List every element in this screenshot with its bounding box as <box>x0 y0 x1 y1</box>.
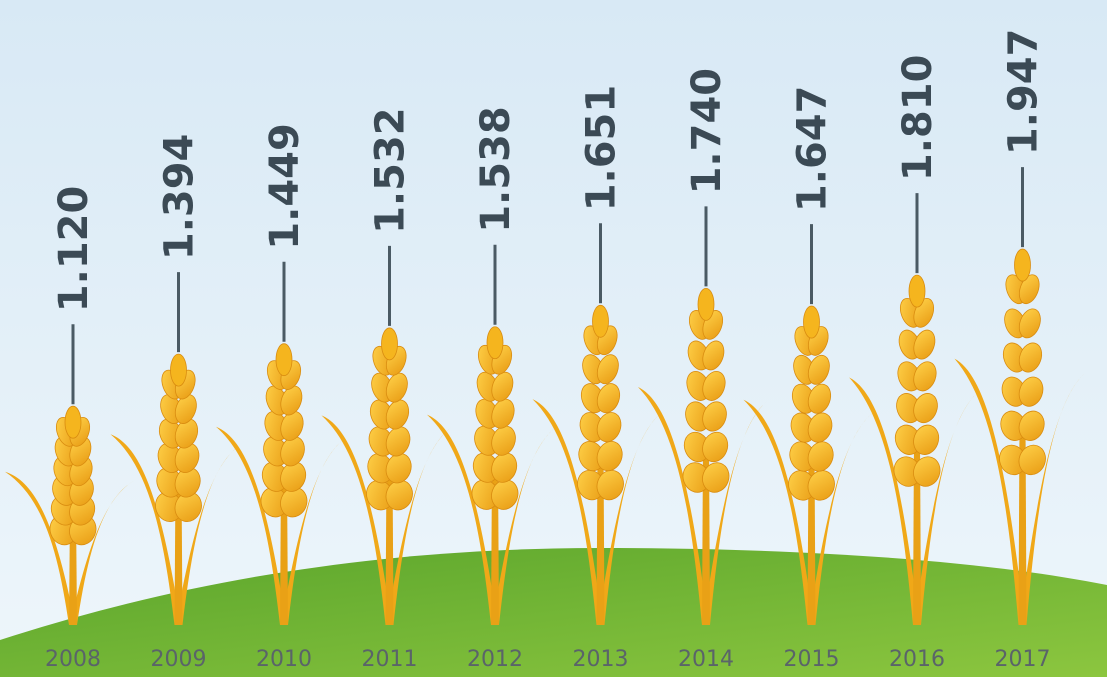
x-tick-label: 2016 <box>889 647 945 672</box>
leaf <box>321 415 388 625</box>
kernel <box>702 340 725 371</box>
wheat <box>5 405 135 625</box>
kernel <box>596 354 619 385</box>
value-label: 1.538 <box>473 106 519 233</box>
x-tick-label: 2017 <box>995 647 1051 672</box>
wheat <box>216 343 346 625</box>
wheat <box>638 287 768 625</box>
kernel <box>807 441 834 472</box>
kernel <box>913 361 937 392</box>
kernel <box>807 383 832 414</box>
kernel <box>170 353 187 387</box>
x-tick-label: 2012 <box>467 647 523 672</box>
kernel <box>280 385 303 416</box>
leaf <box>532 399 599 625</box>
wheat <box>954 248 1085 625</box>
x-tick-label: 2013 <box>573 647 629 672</box>
kernel <box>486 326 504 360</box>
leaf <box>954 358 1021 625</box>
kernel <box>1018 274 1040 305</box>
kernel <box>491 371 514 402</box>
kernel <box>702 370 726 401</box>
kernel <box>491 452 518 483</box>
wheat <box>427 326 557 625</box>
kernel <box>1018 342 1043 373</box>
kernel <box>64 405 82 439</box>
kernel <box>1018 410 1045 441</box>
kernel <box>803 305 820 339</box>
kernel <box>385 399 410 430</box>
kernel <box>702 431 729 463</box>
leaf <box>849 377 915 625</box>
kernel <box>913 329 936 360</box>
leaf <box>110 434 177 625</box>
kernel <box>385 372 408 403</box>
kernel <box>1014 248 1031 282</box>
kernel <box>1018 376 1044 407</box>
wheat <box>849 274 979 625</box>
leaf <box>743 399 810 625</box>
wheat-group <box>5 248 1085 625</box>
leaf <box>216 426 282 625</box>
wheat <box>321 327 452 625</box>
value-label: 1.120 <box>51 186 97 313</box>
leaf <box>638 386 704 625</box>
leaf <box>5 471 71 625</box>
kernel <box>275 343 293 377</box>
kernel <box>596 469 624 501</box>
kernel <box>596 440 623 472</box>
kernel <box>697 287 715 321</box>
x-tick-label: 2015 <box>784 647 840 672</box>
value-label: 1.647 <box>790 86 836 213</box>
kernel <box>381 327 398 361</box>
x-tick-label: 2008 <box>45 647 101 672</box>
value-label: 1.651 <box>579 85 625 212</box>
kernel <box>385 426 411 457</box>
kernel <box>174 394 197 424</box>
x-tick-label: 2010 <box>256 647 312 672</box>
wheat <box>532 304 663 625</box>
kernel <box>491 479 519 510</box>
value-label: 1.810 <box>895 55 941 182</box>
kernel <box>280 410 304 441</box>
kernel <box>1018 308 1041 339</box>
kernel <box>913 393 938 424</box>
kernel <box>807 470 835 501</box>
kernel <box>807 412 833 443</box>
value-label: 1.740 <box>684 68 730 195</box>
wheat <box>743 305 874 625</box>
x-tick-label: 2014 <box>678 647 734 672</box>
kernel <box>913 424 940 455</box>
kernel <box>385 453 412 484</box>
kernel <box>174 418 199 449</box>
kernel <box>491 425 516 456</box>
value-label: 1.394 <box>157 134 203 261</box>
kernel <box>807 354 830 385</box>
kernel <box>596 383 621 414</box>
x-tick-label: 2011 <box>362 647 418 672</box>
kernel <box>596 412 622 443</box>
leaf <box>427 414 493 625</box>
kernel <box>280 436 305 467</box>
value-label: 1.947 <box>1001 29 1047 156</box>
kernel <box>491 398 515 429</box>
kernel <box>592 304 609 338</box>
kernel <box>702 462 730 493</box>
value-label: 1.449 <box>262 123 308 250</box>
kernel <box>913 456 941 487</box>
kernel <box>702 401 727 432</box>
wheat <box>110 353 241 625</box>
kernel <box>1018 444 1046 476</box>
x-tick-label: 2009 <box>151 647 207 672</box>
kernel <box>385 479 413 511</box>
kernel <box>908 274 926 308</box>
value-label: 1.532 <box>368 107 414 234</box>
